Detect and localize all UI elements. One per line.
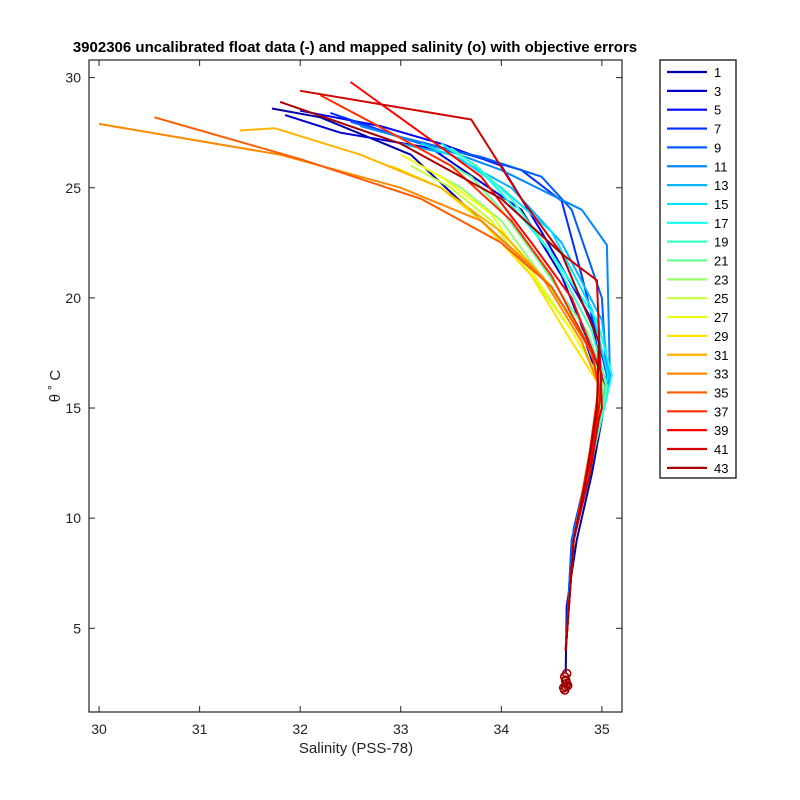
x-axis-ticks: 30 31 32 33 34 35 [91,60,610,737]
legend-label-9: 9 [714,140,721,155]
x-tick-label: 33 [393,721,409,737]
legend-label-19: 19 [714,235,728,250]
legend-label-37: 37 [714,404,728,419]
y-tick-label: 30 [65,70,81,86]
y-axis-label: θ ˚ C [47,370,64,403]
mapped-salinity-point [560,676,571,687]
y-tick-label: 5 [73,620,81,636]
x-tick-label: 35 [594,721,610,737]
legend-label-17: 17 [714,216,728,231]
y-tick-label: 10 [65,510,81,526]
x-tick-label: 30 [91,721,107,737]
x-tick-label: 34 [494,721,510,737]
legend-label-1: 1 [714,65,721,80]
legend-label-41: 41 [714,442,728,457]
mapped-salinity-point [558,682,569,693]
y-tick-label: 15 [65,400,81,416]
legend-label-35: 35 [714,385,728,400]
legend-label-31: 31 [714,348,728,363]
series-line-43 [279,100,600,651]
x-tick-label: 31 [192,721,208,737]
series-layer [98,81,613,673]
legend-label-33: 33 [714,367,728,382]
x-axis-label: Salinity (PSS-78) [299,740,413,757]
legend-label-15: 15 [714,197,728,212]
y-tick-label: 25 [65,180,81,196]
legend-label-7: 7 [714,122,721,137]
legend-label-3: 3 [714,84,721,99]
legend-label-21: 21 [714,254,728,269]
legend-label-25: 25 [714,291,728,306]
plot-frame [88,59,623,713]
x-tick-label: 32 [292,721,308,737]
y-tick-label: 20 [65,290,81,306]
legend-label-23: 23 [714,272,728,287]
series-line-1 [271,107,603,673]
legend-label-29: 29 [714,329,728,344]
y-axis-ticks: 5 10 15 20 25 30 [65,70,622,636]
legend-label-11: 11 [714,159,728,174]
legend-label-27: 27 [714,310,728,325]
plot-area [89,60,622,712]
legend-label-43: 43 [714,461,728,476]
legend-label-39: 39 [714,423,728,438]
legend-label-13: 13 [714,178,728,193]
legend-label-5: 5 [714,103,721,118]
mapped-salinity-markers [558,668,573,695]
chart-title: 3902306 uncalibrated float data (-) and … [73,39,637,56]
legend-box [659,59,737,479]
